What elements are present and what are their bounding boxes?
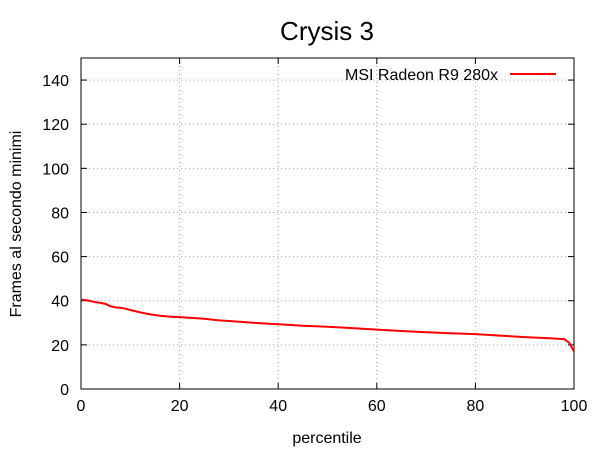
axis-ticks: 0 20 40 60 80 100 0 20 40 60 80 100 120 140 (42, 58, 587, 415)
x-tick-label: 80 (467, 398, 485, 415)
x-axis-label: percentile (292, 430, 361, 447)
legend: MSI Radeon R9 280x (345, 67, 556, 84)
grid (81, 58, 574, 389)
x-tick-label: 100 (561, 398, 588, 415)
x-tick-label: 40 (269, 398, 287, 415)
series-line-0 (80, 298, 575, 352)
x-tick-label: 20 (171, 398, 189, 415)
x-tick-label: 0 (77, 398, 86, 415)
legend-label: MSI Radeon R9 280x (345, 67, 498, 84)
y-tick-label: 0 (60, 382, 69, 399)
y-tick-label: 60 (51, 250, 69, 267)
y-tick-label: 140 (42, 73, 69, 90)
chart-title: Crysis 3 (280, 16, 374, 46)
x-tick-label: 60 (368, 398, 386, 415)
y-tick-label: 120 (42, 117, 69, 134)
series-layer (80, 298, 575, 352)
y-tick-label: 20 (51, 338, 69, 355)
plot-frame (80, 57, 575, 390)
y-tick-label: 80 (51, 205, 69, 222)
y-tick-label: 100 (42, 161, 69, 178)
y-axis-label: Frames al secondo minimi (8, 131, 25, 318)
y-tick-label: 40 (51, 294, 69, 311)
